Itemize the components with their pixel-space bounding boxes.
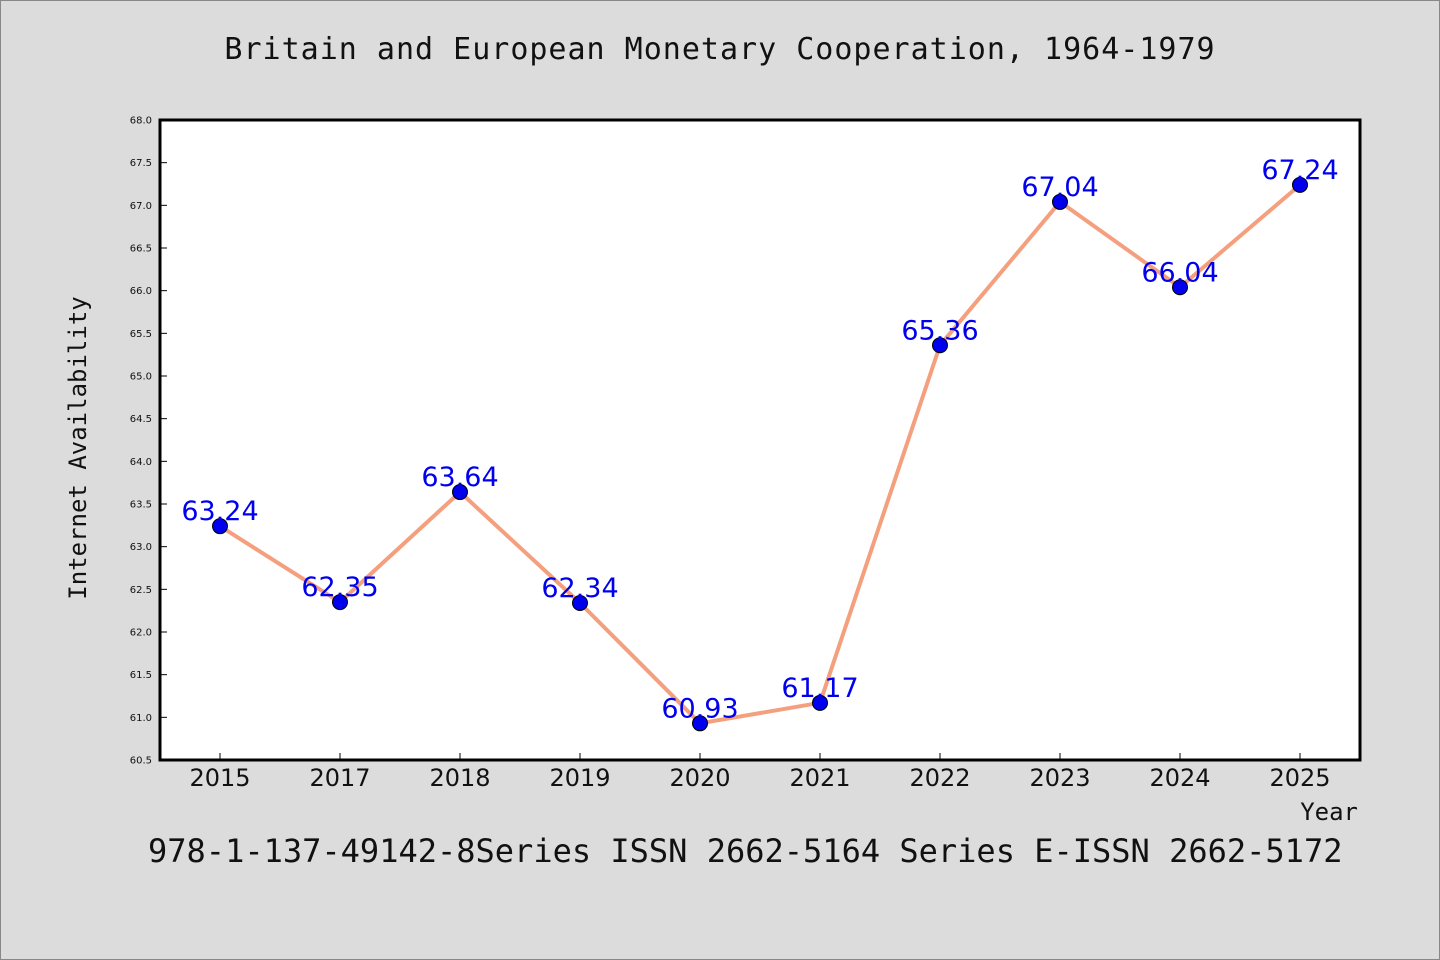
data-labels-group: 63.24 62.35 63.64 62.34 60.93 61.17 65.36 67.04… — [181, 155, 1338, 724]
data-point-2022 — [932, 337, 948, 354]
plot-area — [158, 118, 1362, 762]
x-tick-label: 2015 — [189, 764, 250, 792]
series-line — [218, 183, 1302, 726]
data-point-2017 — [332, 594, 348, 611]
x-tick-label: 2024 — [1149, 764, 1210, 792]
y-tick-label: 63.5 — [130, 500, 152, 511]
x-axis-label: Year — [1300, 798, 1358, 826]
data-label-2019: 62.34 — [541, 573, 618, 604]
x-tick-label: 2023 — [1029, 764, 1090, 792]
x-tick-label: 2025 — [1269, 764, 1330, 792]
x-tick-label: 2019 — [549, 764, 610, 792]
y-tick-label: 67.5 — [130, 158, 152, 169]
data-point-2023 — [1052, 193, 1068, 210]
y-tick-label: 65.0 — [130, 372, 152, 383]
y-tick-label: 60.5 — [130, 756, 152, 767]
x-axis-ticks: 2015 2017 2018 2019 2020 2021 2022 2023 2024 2025 — [189, 753, 1331, 792]
data-label-2018: 63.64 — [421, 462, 498, 493]
data-point-2018 — [452, 484, 468, 501]
y-tick-label: 66.5 — [130, 244, 152, 255]
data-label-2021: 61.17 — [781, 673, 858, 704]
y-axis-label: Internet Availability — [64, 296, 92, 599]
y-tick-label: 62.0 — [130, 628, 152, 639]
data-label-2024: 66.04 — [1141, 257, 1218, 288]
x-tick-label: 2020 — [669, 764, 730, 792]
y-tick-label: 62.5 — [130, 585, 152, 596]
y-axis-ticks: 60.5 61.0 61.5 62.0 62.5 63.0 63.5 64.0 64.5 65.0… — [130, 116, 167, 767]
data-point-2021 — [812, 694, 828, 711]
y-tick-label: 68.0 — [130, 116, 152, 127]
y-tick-label: 64.5 — [130, 414, 152, 425]
data-point-2019 — [572, 594, 588, 611]
x-tick-label: 2017 — [309, 764, 370, 792]
data-label-2015: 63.24 — [181, 496, 258, 527]
data-label-2022: 65.36 — [901, 315, 978, 346]
x-tick-label: 2022 — [909, 764, 970, 792]
y-tick-label: 66.0 — [130, 286, 152, 297]
data-point-2025 — [1292, 176, 1308, 193]
data-label-2020: 60.93 — [661, 693, 738, 724]
data-point-2024 — [1172, 279, 1188, 296]
footer-text: 978-1-137-49142-8Series ISSN 2662-5164 S… — [148, 832, 1343, 870]
chart-title: Britain and European Monetary Cooperatio… — [224, 32, 1216, 67]
y-tick-label: 61.5 — [130, 670, 152, 681]
y-tick-label: 65.5 — [130, 329, 152, 340]
x-tick-label: 2018 — [429, 764, 490, 792]
data-label-2023: 67.04 — [1021, 172, 1098, 203]
y-tick-label: 64.0 — [130, 457, 152, 468]
data-label-2017: 62.35 — [301, 572, 378, 603]
y-tick-label: 67.0 — [130, 201, 152, 212]
data-point-2020 — [692, 715, 708, 732]
series-group — [212, 176, 1308, 732]
data-label-2025: 67.24 — [1261, 155, 1338, 186]
x-tick-label: 2021 — [789, 764, 850, 792]
y-tick-label: 61.0 — [130, 713, 152, 724]
data-point-2015 — [212, 518, 228, 535]
y-tick-label: 63.0 — [130, 542, 152, 553]
